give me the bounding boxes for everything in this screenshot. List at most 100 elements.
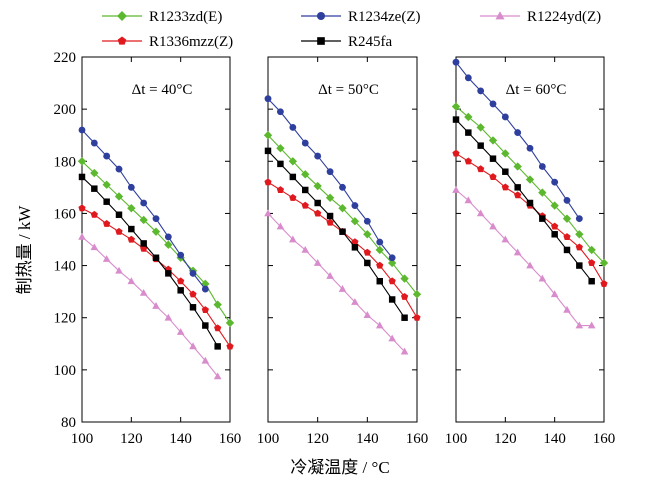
legend-item-r245fa: R245fa <box>301 34 393 50</box>
legend-label: R1234ze(Z) <box>348 9 420 25</box>
data-point <box>214 324 222 332</box>
data-point <box>152 301 160 309</box>
x-tick-label: 160 <box>219 431 242 447</box>
data-point <box>90 243 99 251</box>
legend-marker-square <box>317 37 325 45</box>
data-point <box>326 218 334 226</box>
data-point <box>551 222 559 230</box>
x-tick-label: 100 <box>257 431 280 447</box>
legend-marker-triangle <box>495 11 505 20</box>
data-point <box>90 168 99 178</box>
series-r1224yd-z <box>452 185 596 329</box>
data-point <box>276 144 285 153</box>
data-point <box>477 87 485 95</box>
data-point <box>314 209 322 217</box>
x-tick-label: 140 <box>356 431 379 447</box>
data-point <box>376 261 384 269</box>
y-tick-label: 140 <box>54 259 77 275</box>
data-point <box>301 245 310 253</box>
data-point <box>276 186 285 194</box>
x-tick-label: 120 <box>494 431 517 447</box>
series-r1224yd-z <box>264 209 409 355</box>
data-point <box>225 318 235 328</box>
data-point <box>376 277 383 285</box>
series-r245fa <box>452 116 595 285</box>
data-point <box>388 254 396 262</box>
data-point <box>388 277 396 285</box>
data-point <box>114 192 124 201</box>
data-point <box>289 235 297 243</box>
data-point <box>339 183 346 191</box>
data-point <box>152 215 160 223</box>
data-point <box>264 178 272 186</box>
data-point <box>412 290 422 299</box>
data-point <box>575 230 584 239</box>
series-r245fa <box>78 173 221 350</box>
series-r1233zd-e <box>77 157 235 328</box>
data-point <box>452 185 460 193</box>
data-point <box>513 248 522 256</box>
data-point <box>526 261 534 269</box>
panel-frame <box>455 56 605 423</box>
data-point <box>550 201 559 210</box>
data-point <box>477 165 485 173</box>
data-point <box>140 240 147 247</box>
data-point <box>326 168 334 176</box>
x-tick-label: 160 <box>593 431 616 447</box>
data-point <box>78 173 86 181</box>
data-point <box>363 217 371 225</box>
data-point <box>476 209 485 217</box>
data-point <box>78 126 86 134</box>
data-point <box>489 222 497 230</box>
data-point <box>464 157 472 165</box>
series-line <box>81 176 219 347</box>
data-point <box>115 227 123 235</box>
series-line <box>455 189 592 327</box>
data-point <box>164 233 172 241</box>
data-point <box>351 202 359 210</box>
data-point <box>289 123 297 131</box>
x-tick-label: 120 <box>306 431 329 447</box>
data-point <box>127 277 136 285</box>
series-line <box>81 236 219 377</box>
panel-2: 100 120 140 160 Δt = 50°C <box>257 56 429 447</box>
data-point <box>90 210 98 218</box>
data-point <box>488 136 498 145</box>
data-point <box>263 131 273 140</box>
data-point <box>127 235 135 243</box>
data-point <box>201 285 209 293</box>
series-r1234ze-z <box>264 95 396 262</box>
data-point <box>289 173 297 181</box>
legend: R1233zd(E) R1234ze(Z) R1224yd(Z) R1336mzz(Z… <box>102 9 601 50</box>
data-point <box>525 175 535 184</box>
legend-marker-diamond <box>117 11 127 21</box>
data-point <box>476 123 485 132</box>
data-point <box>103 198 110 205</box>
data-point <box>140 199 148 207</box>
panel-3: 100 120 140 160 Δt = 60°C <box>445 56 616 447</box>
data-point <box>189 290 197 298</box>
x-tick-label: 160 <box>406 431 429 447</box>
data-point <box>452 58 460 66</box>
data-point <box>127 183 135 191</box>
data-point <box>152 254 160 261</box>
data-point <box>350 217 360 226</box>
y-tick-label: 160 <box>54 206 77 222</box>
data-point <box>128 225 135 233</box>
data-point <box>501 149 510 158</box>
data-point <box>375 245 384 255</box>
data-point <box>103 152 111 160</box>
data-point <box>176 328 185 335</box>
data-point <box>400 347 409 355</box>
data-point <box>376 238 384 246</box>
data-point <box>326 212 334 220</box>
data-point <box>264 147 272 155</box>
series-r1234ze-z <box>78 126 209 293</box>
panel-title: Δt = 50°C <box>318 82 379 98</box>
data-point <box>264 95 272 103</box>
data-point <box>563 305 571 313</box>
data-point <box>514 129 522 137</box>
data-point <box>201 356 210 364</box>
